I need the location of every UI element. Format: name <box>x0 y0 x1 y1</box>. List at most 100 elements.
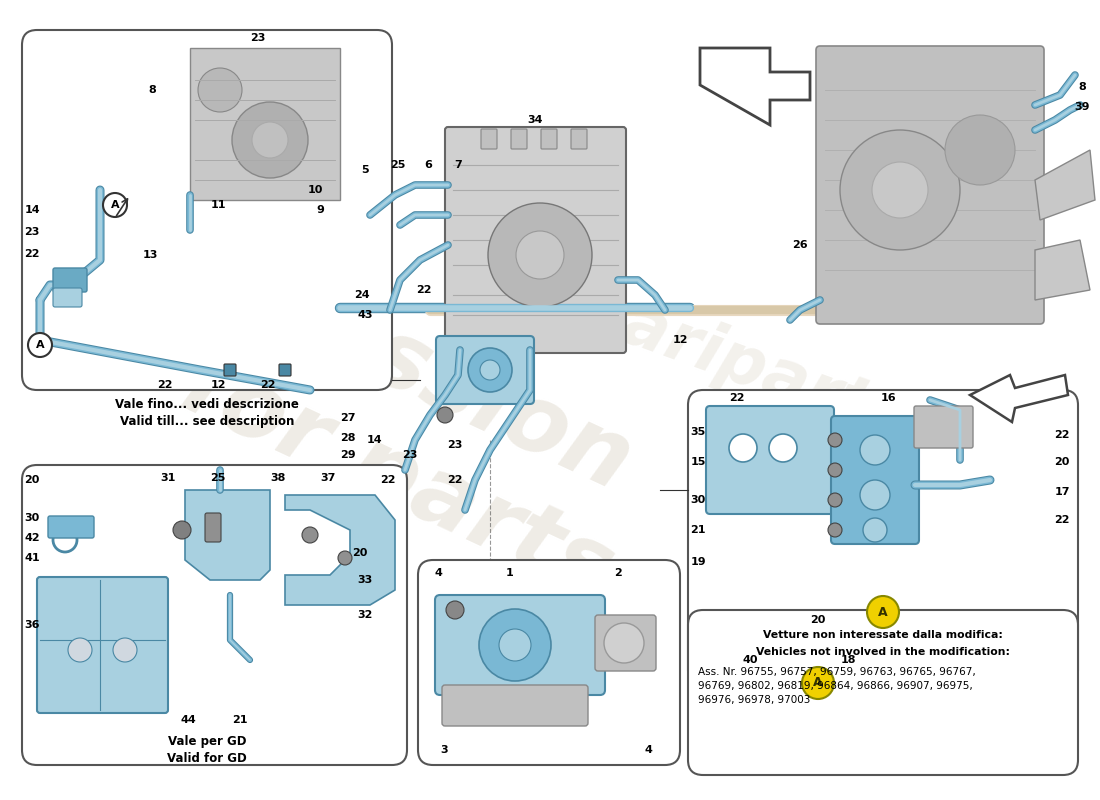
FancyBboxPatch shape <box>22 30 392 390</box>
Text: Valid for GD: Valid for GD <box>167 751 246 765</box>
FancyBboxPatch shape <box>706 406 834 514</box>
Text: 22: 22 <box>1054 430 1069 440</box>
Text: 21: 21 <box>232 715 248 725</box>
Circle shape <box>604 623 644 663</box>
FancyBboxPatch shape <box>205 513 221 542</box>
FancyBboxPatch shape <box>914 406 974 448</box>
Circle shape <box>769 434 798 462</box>
Text: 19: 19 <box>690 557 706 567</box>
FancyBboxPatch shape <box>595 615 656 671</box>
Text: A: A <box>35 340 44 350</box>
Circle shape <box>28 333 52 357</box>
Circle shape <box>840 130 960 250</box>
Text: 37: 37 <box>320 473 336 483</box>
Text: 1: 1 <box>506 568 514 578</box>
Circle shape <box>302 527 318 543</box>
Text: 14: 14 <box>24 205 40 215</box>
Text: 30: 30 <box>691 495 705 505</box>
Text: 20: 20 <box>352 548 367 558</box>
Circle shape <box>232 102 308 178</box>
FancyBboxPatch shape <box>816 46 1044 324</box>
Text: passion
for parts: passion for parts <box>167 242 672 618</box>
Circle shape <box>828 463 842 477</box>
Text: 24: 24 <box>354 290 370 300</box>
Text: 13: 13 <box>142 250 157 260</box>
FancyBboxPatch shape <box>37 577 168 713</box>
Text: 41: 41 <box>24 553 40 563</box>
FancyBboxPatch shape <box>830 416 918 544</box>
Circle shape <box>480 360 501 380</box>
Text: A: A <box>111 200 119 210</box>
Circle shape <box>437 407 453 423</box>
Text: 27: 27 <box>340 413 355 423</box>
Circle shape <box>198 68 242 112</box>
Text: 28: 28 <box>340 433 355 443</box>
Text: 22: 22 <box>448 475 463 485</box>
Text: A: A <box>878 606 888 618</box>
Circle shape <box>488 203 592 307</box>
Text: 23: 23 <box>448 440 463 450</box>
Polygon shape <box>1035 150 1094 220</box>
Text: 23: 23 <box>24 227 40 237</box>
Circle shape <box>864 518 887 542</box>
Text: 39: 39 <box>1075 102 1090 112</box>
Text: 30: 30 <box>24 513 40 523</box>
Circle shape <box>872 162 928 218</box>
Text: 22: 22 <box>416 285 431 295</box>
Text: Valid till... see description: Valid till... see description <box>120 415 294 429</box>
FancyBboxPatch shape <box>541 129 557 149</box>
Text: 29: 29 <box>340 450 355 460</box>
Text: 5: 5 <box>361 165 368 175</box>
Text: 25: 25 <box>210 473 225 483</box>
Polygon shape <box>1035 240 1090 300</box>
FancyBboxPatch shape <box>446 127 626 353</box>
FancyBboxPatch shape <box>571 129 587 149</box>
Text: 33: 33 <box>358 575 373 585</box>
Text: Ass. Nr. 96755, 96757, 96759, 96763, 96765, 96767,
96769, 96802, 96819, 96864, 9: Ass. Nr. 96755, 96757, 96759, 96763, 967… <box>698 667 976 705</box>
Circle shape <box>945 115 1015 185</box>
Text: Vehicles not involved in the modification:: Vehicles not involved in the modificatio… <box>756 647 1010 657</box>
Polygon shape <box>185 490 270 580</box>
Circle shape <box>499 629 531 661</box>
Text: 20: 20 <box>1054 457 1069 467</box>
Text: Vale fino... vedi descrizione: Vale fino... vedi descrizione <box>116 398 299 411</box>
Text: 44: 44 <box>180 715 196 725</box>
Text: 4: 4 <box>645 745 652 755</box>
Text: 43: 43 <box>358 310 373 320</box>
Text: 20: 20 <box>811 615 826 625</box>
Text: 12: 12 <box>672 335 688 345</box>
Circle shape <box>68 638 92 662</box>
Polygon shape <box>700 48 810 125</box>
Circle shape <box>729 434 757 462</box>
Text: 14: 14 <box>367 435 383 445</box>
Text: 22: 22 <box>1054 515 1069 525</box>
Text: 38: 38 <box>271 473 286 483</box>
Circle shape <box>867 596 899 628</box>
Text: 22: 22 <box>729 393 745 403</box>
Circle shape <box>252 122 288 158</box>
Text: Vale per GD: Vale per GD <box>167 735 246 749</box>
Circle shape <box>828 433 842 447</box>
Text: 25: 25 <box>390 160 406 170</box>
Text: 2: 2 <box>614 568 622 578</box>
Text: 16: 16 <box>880 393 895 403</box>
Text: 21: 21 <box>691 525 706 535</box>
Text: 4: 4 <box>434 568 442 578</box>
Text: 42: 42 <box>24 533 40 543</box>
FancyBboxPatch shape <box>418 560 680 765</box>
Circle shape <box>516 231 564 279</box>
Text: 35: 35 <box>691 427 705 437</box>
Text: 23: 23 <box>403 450 418 460</box>
Text: 34: 34 <box>527 115 542 125</box>
Circle shape <box>478 609 551 681</box>
FancyBboxPatch shape <box>481 129 497 149</box>
Text: ferrariparts: ferrariparts <box>483 244 917 456</box>
FancyBboxPatch shape <box>48 516 94 538</box>
Circle shape <box>173 521 191 539</box>
Circle shape <box>860 435 890 465</box>
FancyBboxPatch shape <box>442 685 588 726</box>
FancyBboxPatch shape <box>688 390 1078 685</box>
Text: A: A <box>813 677 823 690</box>
Text: 8: 8 <box>148 85 156 95</box>
Text: 6: 6 <box>425 160 432 170</box>
